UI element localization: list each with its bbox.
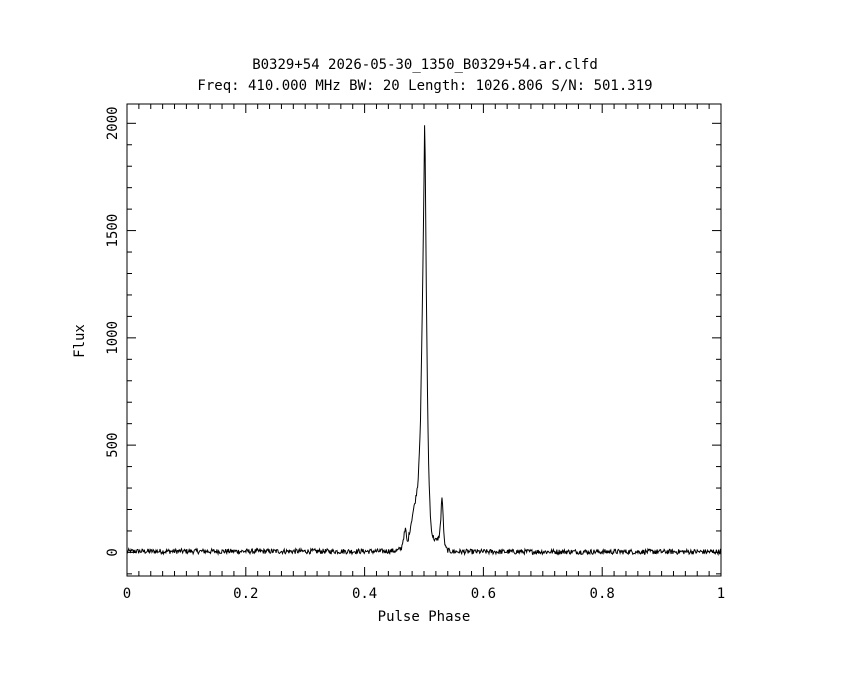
y-tick-label: 1000 xyxy=(105,321,121,355)
x-tick-label: 0 xyxy=(123,586,131,602)
x-tick-label: 0.6 xyxy=(471,586,496,602)
x-tick-label: 0.8 xyxy=(590,586,615,602)
y-tick-label: 2000 xyxy=(105,106,121,140)
chart-title: B0329+54 2026-05-30_1350_B0329+54.ar.clf… xyxy=(252,57,598,73)
pulse-profile-line xyxy=(126,125,722,557)
chart-subtitle: Freq: 410.000 MHz BW: 20 Length: 1026.80… xyxy=(197,78,653,94)
y-tick-label: 500 xyxy=(105,432,121,457)
y-tick-label: 1500 xyxy=(105,214,121,248)
x-tick-label: 1 xyxy=(717,586,725,602)
x-tick-label: 0.4 xyxy=(352,586,377,602)
y-tick-label: 0 xyxy=(105,548,121,556)
x-tick-label: 0.2 xyxy=(233,586,258,602)
x-axis-label: Pulse Phase xyxy=(378,609,471,625)
y-axis-label: Flux xyxy=(72,324,88,358)
